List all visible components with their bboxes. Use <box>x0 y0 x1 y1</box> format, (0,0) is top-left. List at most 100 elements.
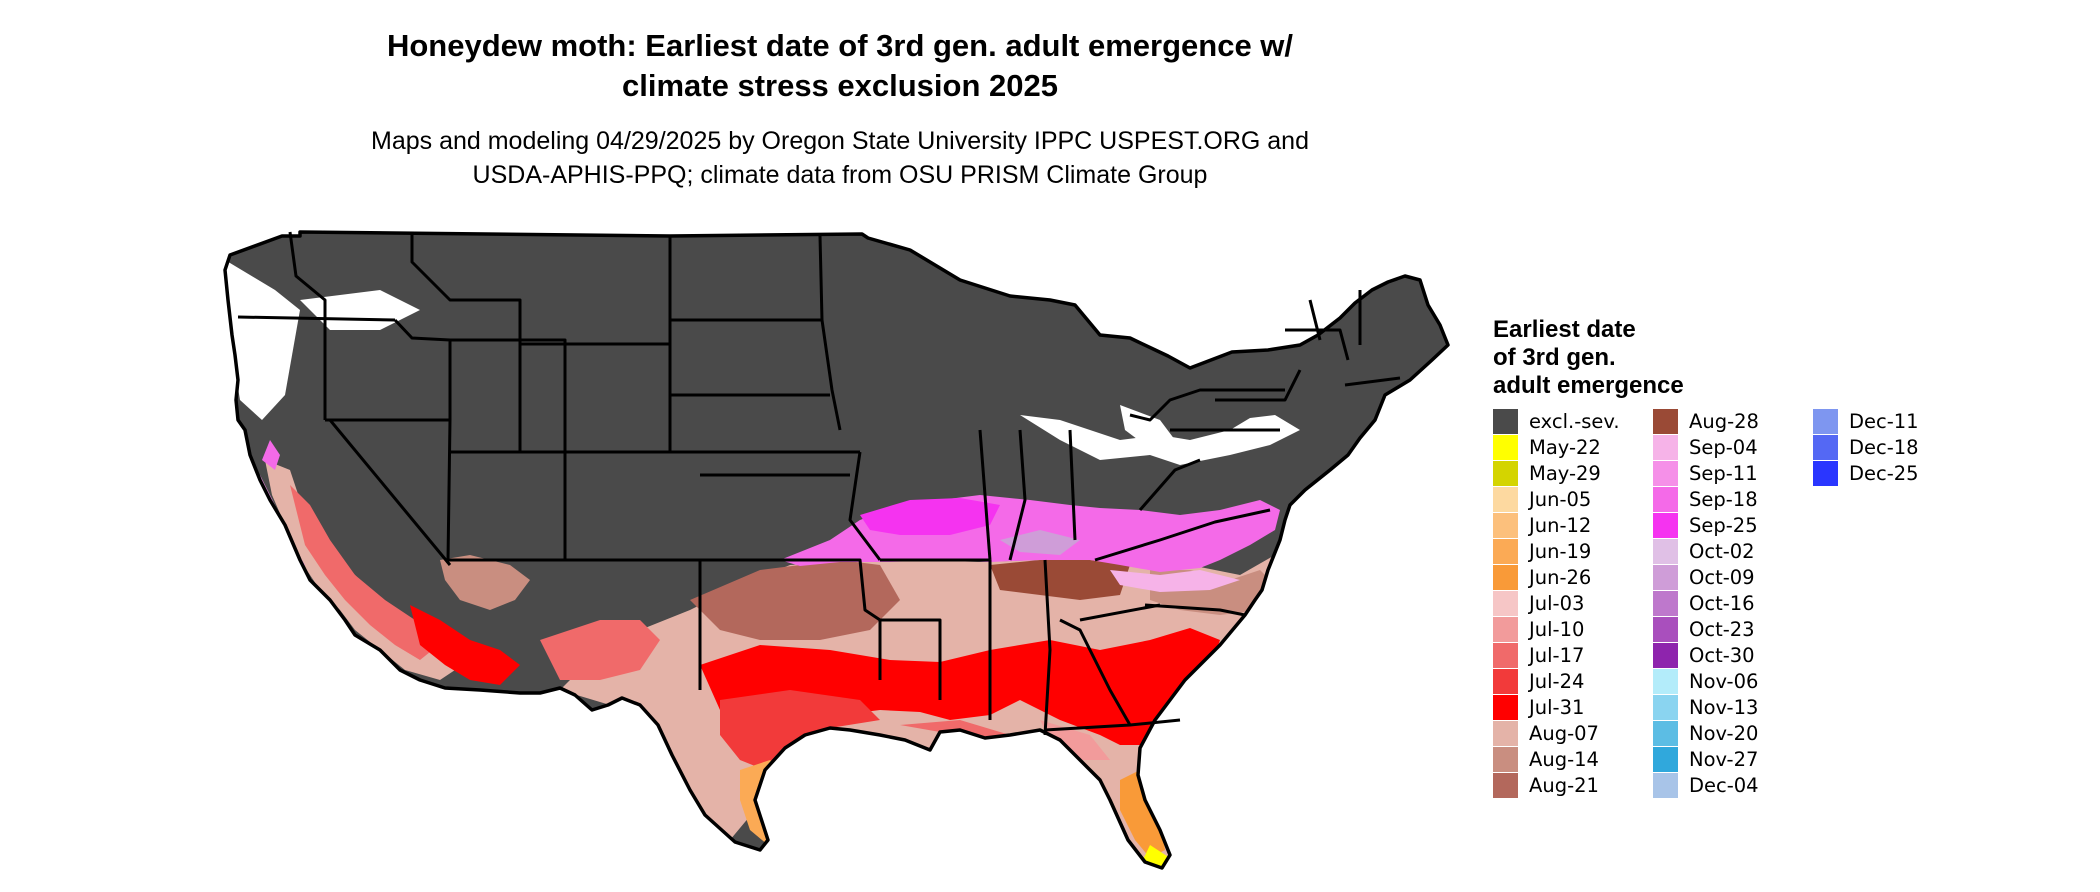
legend-label: Aug-28 <box>1689 409 1759 433</box>
legend-label: Sep-04 <box>1689 435 1758 459</box>
legend-swatch <box>1493 512 1518 538</box>
legend-label: Oct-23 <box>1689 617 1755 641</box>
legend-title-line-3: adult emergence <box>1493 372 1684 399</box>
legend-label: Aug-21 <box>1529 773 1599 797</box>
legend-label: Jul-31 <box>1529 695 1585 719</box>
legend-swatch <box>1493 460 1518 486</box>
legend-swatch <box>1653 538 1678 564</box>
legend-swatch <box>1493 746 1518 772</box>
legend-item: Oct-09 <box>1653 564 1797 590</box>
legend-swatch <box>1813 434 1838 460</box>
legend-label: Jul-03 <box>1529 591 1585 615</box>
legend-label: Jul-24 <box>1529 669 1585 693</box>
legend-item: Sep-11 <box>1653 460 1797 486</box>
legend-label: Dec-04 <box>1689 773 1759 797</box>
legend-swatch <box>1493 720 1518 746</box>
legend-item: Jul-03 <box>1493 590 1637 616</box>
legend-swatch <box>1493 408 1518 434</box>
legend-swatch <box>1653 434 1678 460</box>
legend-swatch <box>1493 642 1518 668</box>
legend-swatch <box>1653 460 1678 486</box>
legend-label: May-29 <box>1529 461 1601 485</box>
legend-label: Nov-06 <box>1689 669 1759 693</box>
legend-swatch <box>1493 564 1518 590</box>
legend-item: Oct-30 <box>1653 642 1797 668</box>
legend-swatch <box>1493 772 1518 798</box>
legend-item: May-22 <box>1493 434 1637 460</box>
legend-item: Jun-12 <box>1493 512 1637 538</box>
legend-item: Aug-28 <box>1653 408 1797 434</box>
legend-swatch <box>1653 772 1678 798</box>
legend-item: excl.-sev. <box>1493 408 1637 434</box>
legend-swatch <box>1813 460 1838 486</box>
us-emergence-map <box>223 230 1450 870</box>
legend-label: Jun-19 <box>1529 539 1592 563</box>
legend-label: Dec-25 <box>1849 461 1919 485</box>
legend-label: Aug-14 <box>1529 747 1599 771</box>
legend-label: Jun-12 <box>1529 513 1592 537</box>
legend-item: Jul-17 <box>1493 642 1637 668</box>
legend-label: Nov-27 <box>1689 747 1759 771</box>
legend-item: Oct-23 <box>1653 616 1797 642</box>
map-subtitle-line-2: USDA-APHIS-PPQ; climate data from OSU PR… <box>472 161 1208 189</box>
map-title-line-2: climate stress exclusion 2025 <box>622 68 1058 103</box>
legend-item: Sep-25 <box>1653 512 1797 538</box>
legend-item: Jun-26 <box>1493 564 1637 590</box>
legend-item: Sep-18 <box>1653 486 1797 512</box>
map-title-line-1: Honeydew moth: Earliest date of 3rd gen.… <box>386 28 1294 63</box>
legend-label: Nov-20 <box>1689 721 1759 745</box>
legend-item: Nov-06 <box>1653 668 1797 694</box>
legend-swatch <box>1493 668 1518 694</box>
legend-item: Dec-18 <box>1813 434 1957 460</box>
legend-item: May-29 <box>1493 460 1637 486</box>
legend-label: Oct-16 <box>1689 591 1755 615</box>
legend-item: Aug-21 <box>1493 772 1637 798</box>
legend-swatch <box>1813 408 1838 434</box>
legend-item: Jul-10 <box>1493 616 1637 642</box>
legend-label: Aug-07 <box>1529 721 1599 745</box>
legend-swatch <box>1493 486 1518 512</box>
legend-item: Dec-11 <box>1813 408 1957 434</box>
legend-title-line-2: of 3rd gen. <box>1493 344 1616 371</box>
legend-swatch <box>1493 434 1518 460</box>
legend-item: Nov-20 <box>1653 720 1797 746</box>
legend-item: Aug-14 <box>1493 746 1637 772</box>
legend-entries: excl.-sev. May-22 May-29 Jun-05 Jun-12 Jun-19… <box>1493 408 1957 798</box>
legend-item: Jun-19 <box>1493 538 1637 564</box>
legend-swatch <box>1653 408 1678 434</box>
legend-item: Sep-04 <box>1653 434 1797 460</box>
legend-swatch <box>1653 642 1678 668</box>
legend-swatch <box>1653 746 1678 772</box>
legend-swatch <box>1493 538 1518 564</box>
legend-label: Oct-09 <box>1689 565 1755 589</box>
map-subtitle-line-1: Maps and modeling 04/29/2025 by Oregon S… <box>371 127 1309 155</box>
legend-label: Sep-18 <box>1689 487 1758 511</box>
legend-label: Jun-26 <box>1529 565 1592 589</box>
legend-swatch <box>1653 668 1678 694</box>
legend-label: Sep-11 <box>1689 461 1758 485</box>
legend-swatch <box>1653 694 1678 720</box>
legend-item: Aug-07 <box>1493 720 1637 746</box>
legend-label: Jun-05 <box>1529 487 1592 511</box>
legend-label: excl.-sev. <box>1529 409 1620 433</box>
legend-item: Jul-24 <box>1493 668 1637 694</box>
legend-item: Oct-02 <box>1653 538 1797 564</box>
legend-swatch <box>1653 720 1678 746</box>
legend-label: Oct-02 <box>1689 539 1755 563</box>
legend-item: Dec-25 <box>1813 460 1957 486</box>
legend-label: Nov-13 <box>1689 695 1759 719</box>
legend-label: May-22 <box>1529 435 1601 459</box>
legend-label: Sep-25 <box>1689 513 1758 537</box>
legend-label: Jul-17 <box>1529 643 1585 667</box>
legend-swatch <box>1493 590 1518 616</box>
legend-swatch <box>1653 486 1678 512</box>
legend-label: Dec-11 <box>1849 409 1919 433</box>
legend-title-line-1: Earliest date <box>1493 316 1636 343</box>
legend-swatch <box>1653 616 1678 642</box>
legend-item: Dec-04 <box>1653 772 1797 798</box>
legend-item: Nov-27 <box>1653 746 1797 772</box>
legend-item: Jul-31 <box>1493 694 1637 720</box>
legend-title: Earliest date of 3rd gen. adult emergenc… <box>1493 316 1753 400</box>
legend-item: Jun-05 <box>1493 486 1637 512</box>
legend: Earliest date of 3rd gen. adult emergenc… <box>1493 316 1957 798</box>
